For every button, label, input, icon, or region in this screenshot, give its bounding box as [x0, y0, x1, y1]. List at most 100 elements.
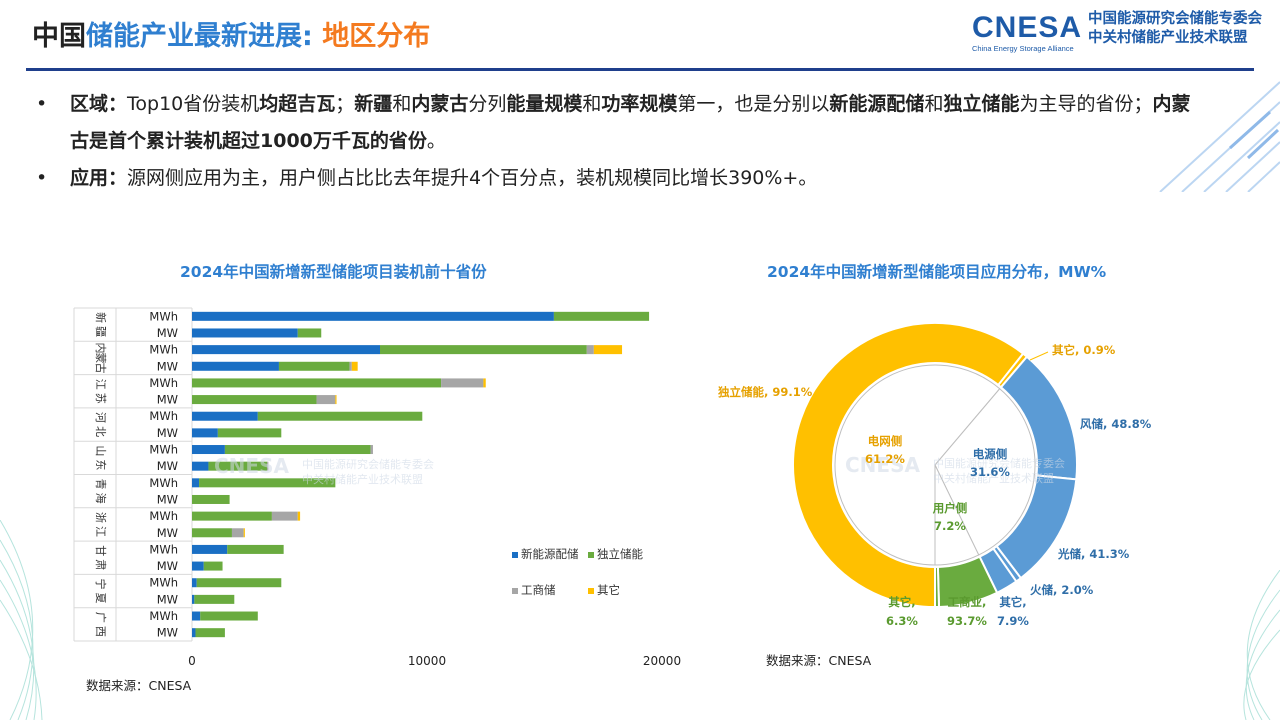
legend-label: 新能源配储 [521, 547, 579, 561]
watermark-text: 中国能源研究会储能专委会 [302, 457, 434, 471]
bar-独立储能 [203, 561, 223, 571]
bar-独立储能 [553, 311, 650, 321]
bar-独立储能 [380, 345, 587, 355]
inner-slice-用户侧 [934, 464, 980, 566]
bullet-emphasis: 功率规模 [601, 93, 678, 115]
bar-工商储 [316, 395, 336, 405]
outer-label: 光储, 41.3% [1057, 547, 1130, 561]
watermark-text: 中关村储能产业技术联盟 [933, 471, 1054, 485]
bar-工商储 [231, 528, 244, 538]
bar-工商储 [441, 378, 484, 388]
outer-slice-独立储能 [792, 322, 1025, 609]
unit-label: MWh [149, 376, 178, 390]
title-part3: 地区分布 [322, 21, 431, 52]
bullet-text: ； [335, 93, 355, 115]
logo-cn-line2: 中关村储能产业技术联盟 [1088, 30, 1248, 46]
bar-独立储能 [278, 361, 350, 371]
outer-label: 工商业, [948, 595, 987, 609]
bullet-application: • 应用：源网侧应用为主，用户侧占比比去年提升4个百分点，装机规模同比增长390… [36, 160, 1206, 197]
outer-label: 其它, 0.9% [1052, 343, 1116, 357]
bar-独立储能 [217, 428, 282, 438]
bullet-text: 分列 [468, 93, 507, 115]
bullet-emphasis: 能量规模 [506, 93, 583, 115]
province-label: 江 [94, 379, 107, 390]
bullet-application-text: 应用：源网侧应用为主，用户侧占比比去年提升4个百分点，装机规模同比增长390%+… [70, 167, 817, 189]
bullet-list: • 区域：Top10省份装机均超吉瓦；新疆和内蒙古分列能量规模和功率规模第一，也… [36, 86, 1206, 197]
bar-其它 [243, 528, 245, 538]
province-label: 新 [94, 312, 108, 323]
bar-新能源配储 [192, 611, 201, 621]
bullet-text: 为主导的省份； [1019, 93, 1153, 115]
bar-新能源配储 [192, 428, 218, 438]
bullet-text: Top10省份装机 [127, 93, 260, 115]
bar-独立储能 [192, 395, 317, 405]
bar-工商储 [370, 445, 373, 455]
unit-label: MWh [149, 309, 178, 323]
bullet-text: 和 [392, 93, 412, 115]
outer-slice-其它 [934, 565, 941, 609]
bar-其它 [483, 378, 486, 388]
bar-新能源配储 [192, 328, 298, 338]
bar-其它 [335, 395, 337, 405]
bar-独立储能 [195, 628, 225, 638]
province-label: 浙 [94, 512, 107, 523]
province-label: 苏 [94, 393, 107, 404]
bullet-region-text: 区域：Top10省份装机均超吉瓦；新疆和内蒙古分列能量规模和功率规模第一，也是分… [70, 93, 1191, 152]
unit-label: MWh [149, 409, 178, 423]
bullet-region: • 区域：Top10省份装机均超吉瓦；新疆和内蒙古分列能量规模和功率规模第一，也… [36, 86, 1206, 160]
unit-label: MW [157, 426, 178, 440]
legend-swatch [512, 552, 518, 558]
bar-新能源配储 [192, 361, 279, 371]
legend-label: 其它 [597, 583, 620, 597]
logo-cn-line1: 中国能源研究会储能专委会 [1088, 11, 1262, 27]
bar-工商储 [586, 345, 594, 355]
outer-pct-label: 93.7% [947, 614, 987, 628]
bar-独立储能 [224, 445, 371, 455]
header-divider [26, 68, 1254, 71]
bar-工商储 [271, 511, 298, 521]
unit-label: MW [157, 459, 178, 473]
bar-新能源配储 [192, 561, 204, 571]
unit-label: MW [157, 326, 178, 340]
bar-独立储能 [192, 511, 272, 521]
bar-新能源配储 [192, 544, 228, 554]
legend-swatch [588, 552, 594, 558]
outer-label: 火储, 2.0% [1030, 583, 1094, 597]
bullet-dot: • [36, 93, 48, 115]
province-label: 西 [94, 626, 107, 637]
bar-其它 [593, 345, 623, 355]
province-label: 海 [94, 493, 108, 504]
unit-label: MWh [149, 609, 178, 623]
bar-独立储能 [192, 494, 230, 504]
watermark-text: CNESA [845, 453, 920, 477]
title-part1: 中国 [32, 21, 86, 52]
province-label: 广 [94, 612, 107, 623]
bar-独立储能 [196, 578, 282, 588]
bar-chart-title: 2024年中国新增新型储能项目装机前十省份 [180, 263, 487, 281]
unit-label: MWh [149, 476, 178, 490]
bullet-text: 源网侧应用为主，用户侧占比比去年提升4个百分点，装机规模同比增长390%+。 [127, 167, 818, 189]
watermark-text: 中关村储能产业技术联盟 [302, 472, 423, 486]
bullet-text: 和 [582, 93, 602, 115]
inner-slice-电源侧 [934, 388, 1036, 556]
bullet-emphasis: 内蒙古 [411, 93, 469, 115]
province-label: 北 [94, 426, 107, 437]
unit-label: MW [157, 492, 178, 506]
unit-label: MWh [149, 443, 178, 457]
province-label: 肃 [94, 559, 107, 570]
province-label: 蒙 [94, 352, 107, 363]
bar-独立储能 [192, 378, 442, 388]
bar-独立储能 [199, 478, 336, 488]
decorative-curves-bottom-left [0, 520, 43, 720]
unit-label: MW [157, 359, 178, 373]
bullet-text: 和 [924, 93, 944, 115]
bullet-dot: • [36, 167, 48, 189]
logo-wordmark: CNESA [971, 11, 1082, 44]
inner-label: 用户侧 [932, 501, 968, 515]
unit-label: MWh [149, 542, 178, 556]
bullet-emphasis: 内蒙古是首个累计装机超过1000万千瓦的省份 [70, 93, 1191, 152]
province-label: 河 [94, 412, 107, 423]
bullet-emphasis: 区域： [70, 93, 128, 115]
leader-line [1029, 351, 1049, 361]
